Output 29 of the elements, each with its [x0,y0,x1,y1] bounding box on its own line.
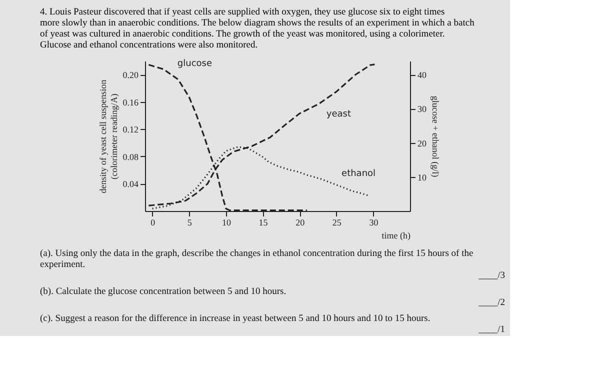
x-tick-label: 0 [150,218,156,228]
y-tick-label: 0.20 [122,70,139,80]
text: ____/1 [478,325,506,335]
y2-tick-label: 20 [418,138,427,148]
series-label: ethanol [342,168,376,179]
x-tick-label: 15 [258,218,268,228]
series-label: yeast [326,110,352,120]
x-tick-label: 30 [369,218,379,228]
y2-tick-label: 10 [418,172,427,182]
y-tick-label: 0.04 [122,179,139,190]
y-tick-label: 0.12 [122,124,138,135]
text: (c). Suggest a reason for the difference in increase in yeast between 5 and 10 hours and 10 to 15 hours. [40,314,430,324]
chart-title: 4. Louis Pasteur discovered that if yeast cells are supplied with oxygen, they use glucose six to eight times more slowly than in anaerobic conditions. The below diagram shows the results of an experiment in which a batch of yeast was cultured in anaerobic conditions. The growth of the yeast was monitored, using a colorimeter. Glucose and ethanol concentrations were also monitored. [40,8,475,51]
y-tick-label: 0.16 [122,97,139,108]
y-axis-title: density of yeast cell suspension (colorimeter reading/A) [98,79,119,194]
x-tick-label: 5 [187,218,192,228]
text: ____/3 [478,271,506,281]
text: ____/2 [478,298,506,308]
y-tick-label: 0.08 [122,152,139,162]
x-tick-label: 10 [222,218,232,228]
text: (b). Calculate the glucose concentration between 5 and 10 hours. [40,287,286,297]
y2-tick-label: 30 [418,104,427,114]
x-tick-label: 20 [296,218,306,228]
y2-tick-label: 40 [418,70,427,80]
x-axis-title: time (h) [382,230,410,240]
y2-axis-title: glucose + ethanol (g/l) [430,96,440,178]
x-tick-label: 25 [332,218,342,228]
text: (a). Using only the data in the graph, describe the changes in ethanol concentration during the first 15 hours of the experiment. [40,249,474,270]
series-label: glucose [177,59,212,70]
